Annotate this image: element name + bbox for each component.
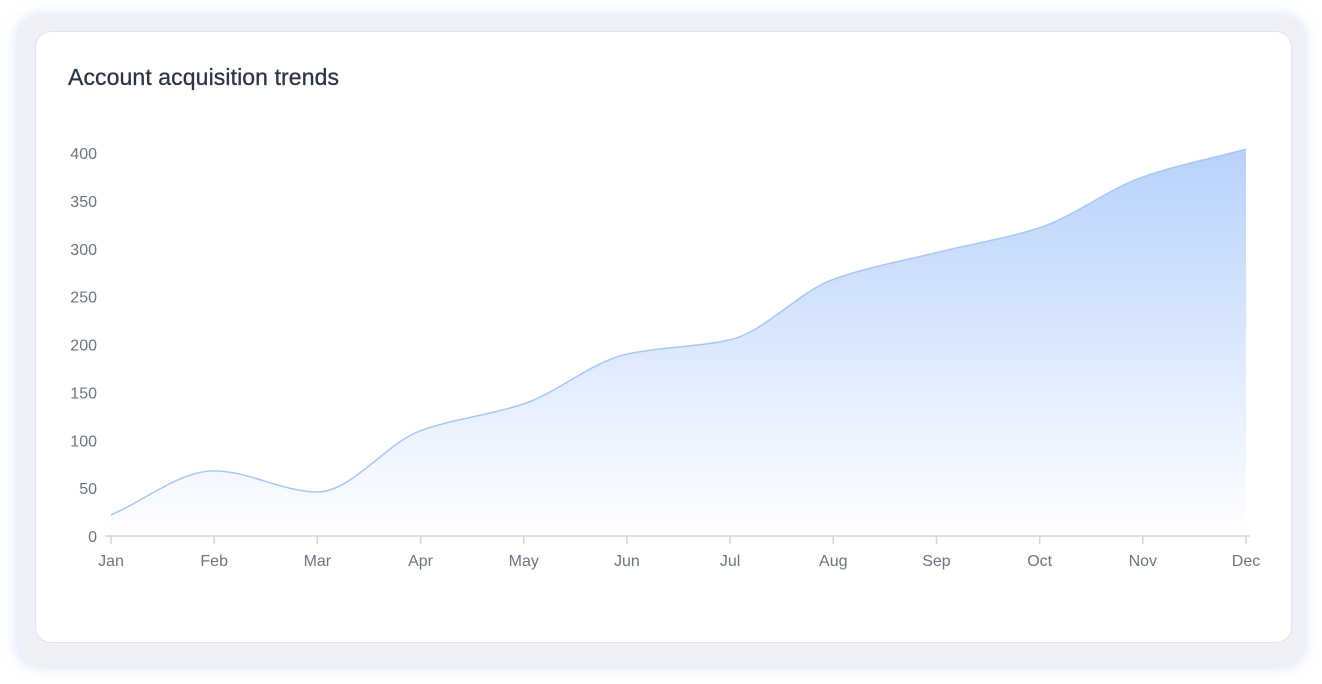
- chart-title: Account acquisition trends: [68, 64, 340, 90]
- x-axis-labels: Jan Feb Mar Apr May Jun Jul Aug Sep Oct Nov Dec: [98, 553, 1260, 570]
- x-tick-label: Dec: [1232, 553, 1260, 570]
- area-line: [110, 148, 1247, 516]
- y-tick-label: 250: [70, 290, 97, 307]
- y-axis-labels: 0 50 100 150 200 250 300 350 400: [70, 146, 97, 546]
- y-tick-label: 50: [79, 481, 97, 498]
- data-point: [624, 351, 630, 357]
- data-point: [1140, 174, 1146, 180]
- data-point: [830, 276, 836, 282]
- x-tick-label: Apr: [408, 553, 434, 570]
- x-tick-label: Oct: [1027, 553, 1052, 570]
- x-tick-label: Jun: [614, 553, 640, 570]
- data-point: [521, 401, 527, 407]
- x-tick-label: Mar: [304, 553, 332, 570]
- data-point: [211, 468, 217, 474]
- data-point: [1243, 146, 1249, 152]
- y-tick-label: 300: [70, 242, 97, 259]
- x-tick-label: Jan: [98, 553, 124, 570]
- data-point: [418, 428, 424, 434]
- area-fill: [111, 149, 1246, 537]
- y-tick-label: 0: [88, 529, 97, 546]
- x-tick-label: Feb: [200, 553, 228, 570]
- x-tick-label: May: [509, 553, 539, 570]
- data-point: [1037, 225, 1043, 231]
- data-point: [314, 489, 320, 495]
- data-point: [727, 337, 733, 343]
- x-tick-label: Nov: [1129, 553, 1157, 570]
- y-tick-label: 200: [70, 338, 97, 355]
- x-tick-label: Jul: [720, 553, 740, 570]
- data-point: [108, 512, 114, 518]
- y-tick-label: 350: [70, 194, 97, 211]
- y-tick-label: 400: [70, 146, 97, 163]
- x-axis-ticks: [110, 536, 1247, 544]
- y-tick-label: 100: [70, 433, 97, 450]
- y-tick-label: 150: [70, 385, 97, 402]
- x-tick-label: Sep: [922, 553, 951, 570]
- data-point: [933, 250, 939, 256]
- x-tick-label: Aug: [819, 553, 847, 570]
